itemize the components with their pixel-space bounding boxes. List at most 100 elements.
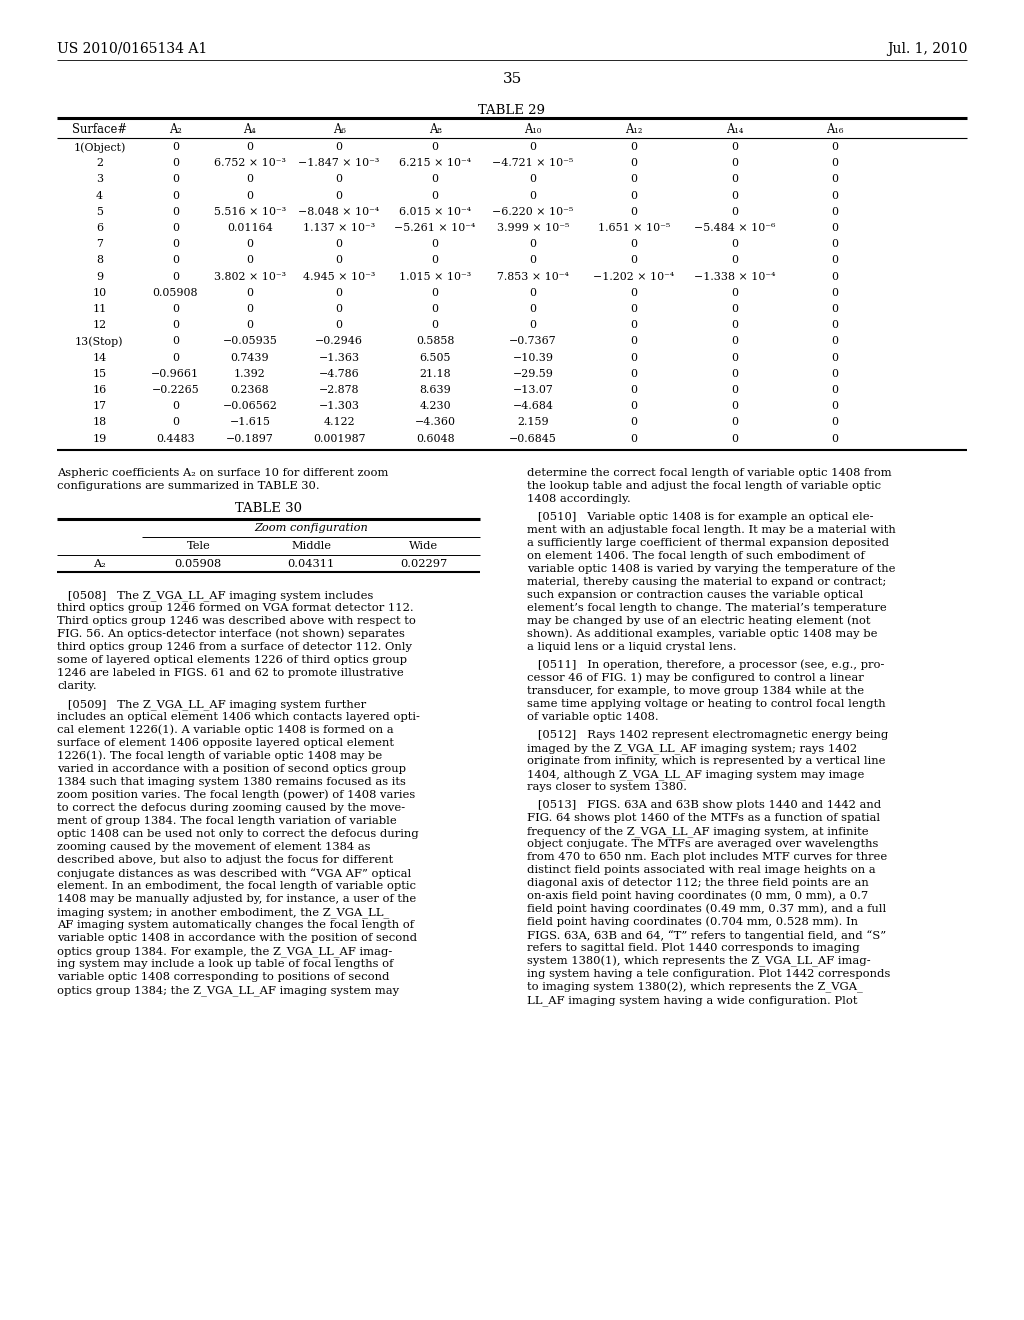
Text: 0.05908: 0.05908	[153, 288, 198, 298]
Text: 0: 0	[631, 337, 637, 346]
Text: 1.015 × 10⁻³: 1.015 × 10⁻³	[399, 272, 471, 281]
Text: 0: 0	[529, 174, 537, 185]
Text: 0: 0	[172, 321, 179, 330]
Text: 3.802 × 10⁻³: 3.802 × 10⁻³	[214, 272, 286, 281]
Text: some of layered optical elements 1226 of third optics group: some of layered optical elements 1226 of…	[57, 655, 407, 665]
Text: 0: 0	[831, 158, 839, 168]
Text: 0: 0	[831, 272, 839, 281]
Text: 0: 0	[247, 304, 253, 314]
Text: 1(Object): 1(Object)	[73, 143, 126, 153]
Text: 0: 0	[431, 239, 438, 249]
Text: 17: 17	[92, 401, 106, 412]
Text: 35: 35	[503, 73, 521, 86]
Text: 0: 0	[631, 368, 637, 379]
Text: 0: 0	[731, 239, 738, 249]
Text: optic 1408 can be used not only to correct the defocus during: optic 1408 can be used not only to corre…	[57, 829, 419, 838]
Text: A₁₂: A₁₂	[626, 123, 643, 136]
Text: 10: 10	[92, 288, 106, 298]
Text: 0: 0	[172, 143, 179, 152]
Text: −0.9661: −0.9661	[152, 368, 200, 379]
Text: to correct the defocus during zooming caused by the move-: to correct the defocus during zooming ca…	[57, 803, 406, 813]
Text: 0: 0	[731, 174, 738, 185]
Text: optics group 1384; the Z_VGA_LL_AF imaging system may: optics group 1384; the Z_VGA_LL_AF imagi…	[57, 985, 399, 995]
Text: Zoom configuration: Zoom configuration	[254, 523, 368, 533]
Text: A₂: A₂	[169, 123, 181, 136]
Text: 0: 0	[731, 190, 738, 201]
Text: 4.945 × 10⁻³: 4.945 × 10⁻³	[303, 272, 375, 281]
Text: 0: 0	[336, 321, 343, 330]
Text: refers to sagittal field. Plot 1440 corresponds to imaging: refers to sagittal field. Plot 1440 corr…	[527, 942, 860, 953]
Text: 0: 0	[631, 304, 637, 314]
Text: 0: 0	[631, 385, 637, 395]
Text: 0: 0	[731, 207, 738, 216]
Text: 0: 0	[831, 385, 839, 395]
Text: third optics group 1246 formed on VGA format detector 112.: third optics group 1246 formed on VGA fo…	[57, 603, 414, 612]
Text: distinct field points associated with real image heights on a: distinct field points associated with re…	[527, 865, 876, 875]
Text: third optics group 1246 from a surface of detector 112. Only: third optics group 1246 from a surface o…	[57, 642, 412, 652]
Text: 3: 3	[96, 174, 102, 185]
Text: 0: 0	[731, 321, 738, 330]
Text: variable optic 1408 corresponding to positions of second: variable optic 1408 corresponding to pos…	[57, 972, 389, 982]
Text: 14: 14	[92, 352, 106, 363]
Text: on-axis field point having coordinates (0 mm, 0 mm), a 0.7: on-axis field point having coordinates (…	[527, 891, 868, 902]
Text: Wide: Wide	[410, 541, 438, 550]
Text: 0: 0	[731, 417, 738, 428]
Text: 0.05908: 0.05908	[175, 558, 222, 569]
Text: 0: 0	[831, 368, 839, 379]
Text: zoom position varies. The focal length (power) of 1408 varies: zoom position varies. The focal length (…	[57, 789, 416, 800]
Text: rays closer to system 1380.: rays closer to system 1380.	[527, 781, 687, 792]
Text: FIGS. 63A, 63B and 64, “T” refers to tangential field, and “S”: FIGS. 63A, 63B and 64, “T” refers to tan…	[527, 929, 886, 941]
Text: shown). As additional examples, variable optic 1408 may be: shown). As additional examples, variable…	[527, 628, 878, 639]
Text: −2.878: −2.878	[318, 385, 359, 395]
Text: object conjugate. The MTFs are averaged over wavelengths: object conjugate. The MTFs are averaged …	[527, 838, 879, 849]
Text: 0: 0	[631, 352, 637, 363]
Text: US 2010/0165134 A1: US 2010/0165134 A1	[57, 42, 207, 55]
Text: to imaging system 1380(2), which represents the Z_VGA_: to imaging system 1380(2), which represe…	[527, 982, 863, 993]
Text: clarity.: clarity.	[57, 681, 96, 690]
Text: −4.360: −4.360	[415, 417, 456, 428]
Text: 21.18: 21.18	[419, 368, 451, 379]
Text: −4.721 × 10⁻⁵: −4.721 × 10⁻⁵	[493, 158, 573, 168]
Text: ment with an adjustable focal length. It may be a material with: ment with an adjustable focal length. It…	[527, 525, 896, 535]
Text: diagonal axis of detector 112; the three field points are an: diagonal axis of detector 112; the three…	[527, 878, 868, 888]
Text: 0: 0	[831, 207, 839, 216]
Text: 8: 8	[96, 255, 102, 265]
Text: 2: 2	[96, 158, 102, 168]
Text: −1.303: −1.303	[318, 401, 359, 412]
Text: cal element 1226(1). A variable optic 1408 is formed on a: cal element 1226(1). A variable optic 14…	[57, 725, 393, 735]
Text: 0: 0	[631, 417, 637, 428]
Text: conjugate distances as was described with “VGA AF” optical: conjugate distances as was described wit…	[57, 867, 412, 879]
Text: 0: 0	[631, 433, 637, 444]
Text: FIG. 64 shows plot 1460 of the MTFs as a function of spatial: FIG. 64 shows plot 1460 of the MTFs as a…	[527, 813, 880, 822]
Text: 0: 0	[831, 239, 839, 249]
Text: 0: 0	[431, 304, 438, 314]
Text: [0512]   Rays 1402 represent electromagnetic energy being: [0512] Rays 1402 represent electromagnet…	[527, 730, 889, 739]
Text: −1.202 × 10⁻⁴: −1.202 × 10⁻⁴	[593, 272, 675, 281]
Text: a liquid lens or a liquid crystal lens.: a liquid lens or a liquid crystal lens.	[527, 642, 736, 652]
Text: 19: 19	[92, 433, 106, 444]
Text: 7: 7	[96, 239, 102, 249]
Text: 4: 4	[96, 190, 102, 201]
Text: 0: 0	[529, 190, 537, 201]
Text: 6.015 × 10⁻⁴: 6.015 × 10⁻⁴	[399, 207, 471, 216]
Text: LL_AF imaging system having a wide configuration. Plot: LL_AF imaging system having a wide confi…	[527, 995, 857, 1006]
Text: 15: 15	[92, 368, 106, 379]
Text: −29.59: −29.59	[512, 368, 553, 379]
Text: 0.01164: 0.01164	[227, 223, 272, 234]
Text: AF imaging system automatically changes the focal length of: AF imaging system automatically changes …	[57, 920, 414, 929]
Text: Middle: Middle	[291, 541, 331, 550]
Text: ing system having a tele configuration. Plot 1442 corresponds: ing system having a tele configuration. …	[527, 969, 891, 979]
Text: 0: 0	[631, 401, 637, 412]
Text: imaging system; in another embodiment, the Z_VGA_LL_: imaging system; in another embodiment, t…	[57, 907, 389, 917]
Text: 6.752 × 10⁻³: 6.752 × 10⁻³	[214, 158, 286, 168]
Text: 0: 0	[431, 255, 438, 265]
Text: 0: 0	[336, 190, 343, 201]
Text: −5.484 × 10⁻⁶: −5.484 × 10⁻⁶	[694, 223, 775, 234]
Text: A₆: A₆	[333, 123, 345, 136]
Text: includes an optical element 1406 which contacts layered opti-: includes an optical element 1406 which c…	[57, 711, 420, 722]
Text: 3.999 × 10⁻⁵: 3.999 × 10⁻⁵	[497, 223, 569, 234]
Text: −8.048 × 10⁻⁴: −8.048 × 10⁻⁴	[298, 207, 380, 216]
Text: 4.122: 4.122	[324, 417, 355, 428]
Text: 0: 0	[172, 255, 179, 265]
Text: 0: 0	[172, 158, 179, 168]
